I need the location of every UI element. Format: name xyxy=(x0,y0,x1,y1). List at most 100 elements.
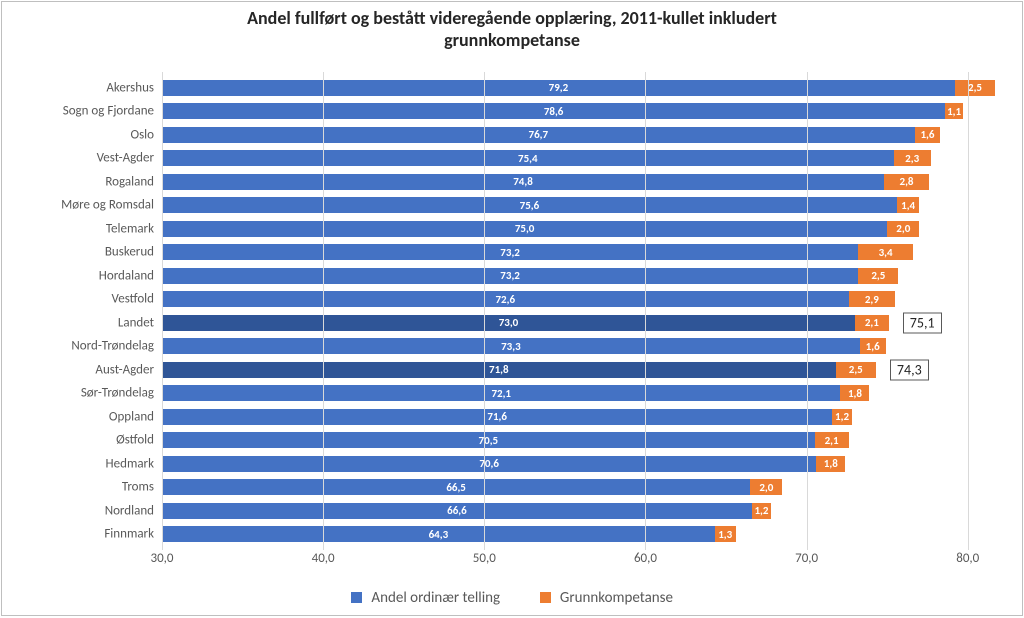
bar-segment-series2: 1,3 xyxy=(715,526,736,542)
bar-row: Nord-Trøndelag73,31,6 xyxy=(162,335,1000,359)
bar-segment-series1: 66,5 xyxy=(162,479,750,495)
category-label: Oppland xyxy=(109,409,162,424)
bar-segment-series1: 73,2 xyxy=(162,268,858,284)
category-label: Hordaland xyxy=(99,268,162,283)
category-label: Nordland xyxy=(105,503,162,518)
bar-segment-series2: 2,0 xyxy=(750,479,782,495)
bar-track: 78,61,1 xyxy=(162,103,1000,119)
bar-segment-series1: 75,0 xyxy=(162,221,887,237)
x-tick-label: 40,0 xyxy=(312,551,335,566)
bar-row: Hedmark70,61,8 xyxy=(162,452,1000,476)
bar-row: Rogaland74,82,8 xyxy=(162,170,1000,194)
bar-segment-series1: 73,2 xyxy=(162,244,858,260)
bar-row: Sogn og Fjordane78,61,1 xyxy=(162,100,1000,124)
gridline xyxy=(484,72,485,550)
chart-title-line2: grunnkompetanse xyxy=(444,29,580,51)
bar-track: 72,11,8 xyxy=(162,385,1000,401)
bars-container: Akershus79,22,5Sogn og Fjordane78,61,1Os… xyxy=(162,76,1000,546)
bar-row: Vest-Agder75,42,3 xyxy=(162,147,1000,171)
category-label: Akershus xyxy=(106,80,162,95)
callout-label: 74,3 xyxy=(890,359,929,380)
legend-item-series1: Andel ordinær telling xyxy=(351,589,500,607)
bar-row: Østfold70,52,1 xyxy=(162,429,1000,453)
bar-segment-series2: 1,1 xyxy=(945,103,963,119)
category-label: Sør-Trøndelag xyxy=(81,386,162,401)
bar-segment-series1: 76,7 xyxy=(162,127,915,143)
category-label: Finnmark xyxy=(104,527,162,542)
gridline xyxy=(645,72,646,550)
bar-track: 72,62,9 xyxy=(162,291,1000,307)
bar-track: 71,82,5 xyxy=(162,362,1000,378)
bar-segment-series2: 1,6 xyxy=(860,338,886,354)
legend-swatch-series1 xyxy=(351,592,362,603)
legend-swatch-series2 xyxy=(540,592,551,603)
bar-segment-series2: 1,4 xyxy=(897,197,920,213)
bar-track: 73,23,4 xyxy=(162,244,1000,260)
bar-segment-series1: 71,8 xyxy=(162,362,836,378)
bar-row: Akershus79,22,5 xyxy=(162,76,1000,100)
bar-segment-series2: 2,8 xyxy=(884,174,929,190)
category-label: Troms xyxy=(122,480,162,495)
bar-row: Aust-Agder71,82,574,3 xyxy=(162,358,1000,382)
category-label: Nord-Trøndelag xyxy=(71,339,162,354)
x-tick-label: 60,0 xyxy=(634,551,657,566)
legend: Andel ordinær telling Grunnkompetanse xyxy=(2,589,1022,607)
x-tick-label: 80,0 xyxy=(956,551,979,566)
bar-track: 76,71,6 xyxy=(162,127,1000,143)
gridline xyxy=(807,72,808,550)
chart-frame: Andel fullført og bestått videregående o… xyxy=(1,1,1023,616)
bar-row: Hordaland73,22,5 xyxy=(162,264,1000,288)
bar-segment-series2: 2,9 xyxy=(849,291,896,307)
x-tick-label: 70,0 xyxy=(795,551,818,566)
bar-segment-series1: 73,0 xyxy=(162,315,855,331)
bar-segment-series1: 66,6 xyxy=(162,503,752,519)
bar-segment-series1: 72,1 xyxy=(162,385,840,401)
chart-title: Andel fullført og bestått videregående o… xyxy=(2,8,1022,51)
category-label: Møre og Romsdal xyxy=(61,198,162,213)
bar-row: Oslo76,71,6 xyxy=(162,123,1000,147)
bar-segment-series1: 71,6 xyxy=(162,409,832,425)
x-tick-label: 50,0 xyxy=(473,551,496,566)
bar-row: Troms66,52,0 xyxy=(162,476,1000,500)
category-label: Telemark xyxy=(106,221,162,236)
category-label: Vest-Agder xyxy=(97,151,162,166)
x-tick-label: 30,0 xyxy=(150,551,173,566)
bar-track: 66,61,2 xyxy=(162,503,1000,519)
bar-track: 75,02,0 xyxy=(162,221,1000,237)
category-label: Oslo xyxy=(130,127,162,142)
bar-segment-series2: 2,3 xyxy=(894,150,931,166)
chart-title-line1: Andel fullført og bestått videregående o… xyxy=(247,7,777,29)
gridline xyxy=(162,72,163,550)
bar-track: 73,31,6 xyxy=(162,338,1000,354)
bar-segment-series2: 2,5 xyxy=(955,80,995,96)
bar-segment-series2: 3,4 xyxy=(858,244,913,260)
bar-segment-series2: 1,2 xyxy=(832,409,851,425)
bar-track: 74,82,8 xyxy=(162,174,1000,190)
category-label: Vestfold xyxy=(112,292,163,307)
x-axis: 30,040,050,060,070,080,0 xyxy=(162,551,1000,569)
bar-track: 75,42,3 xyxy=(162,150,1000,166)
category-label: Aust-Agder xyxy=(95,362,162,377)
bar-segment-series1: 64,3 xyxy=(162,526,715,542)
bar-track: 71,61,2 xyxy=(162,409,1000,425)
legend-item-series2: Grunnkompetanse xyxy=(540,589,673,607)
bar-track: 70,52,1 xyxy=(162,432,1000,448)
category-label: Sogn og Fjordane xyxy=(63,104,162,119)
bar-segment-series1: 70,5 xyxy=(162,432,815,448)
bar-segment-series1: 78,6 xyxy=(162,103,945,119)
category-label: Hedmark xyxy=(106,456,162,471)
bar-segment-series2: 2,5 xyxy=(858,268,898,284)
bar-row: Telemark75,02,0 xyxy=(162,217,1000,241)
bar-track: 73,02,1 xyxy=(162,315,1000,331)
bar-segment-series1: 73,3 xyxy=(162,338,860,354)
bar-segment-series2: 1,2 xyxy=(752,503,771,519)
bar-track: 73,22,5 xyxy=(162,268,1000,284)
bar-row: Vestfold72,62,9 xyxy=(162,288,1000,312)
category-label: Buskerud xyxy=(105,245,162,260)
plot-area: Akershus79,22,5Sogn og Fjordane78,61,1Os… xyxy=(162,72,1000,550)
bar-row: Landet73,02,175,1 xyxy=(162,311,1000,335)
bar-segment-series1: 70,6 xyxy=(162,456,816,472)
bar-segment-series1: 75,6 xyxy=(162,197,897,213)
bar-segment-series2: 1,8 xyxy=(840,385,869,401)
bar-segment-series1: 72,6 xyxy=(162,291,849,307)
